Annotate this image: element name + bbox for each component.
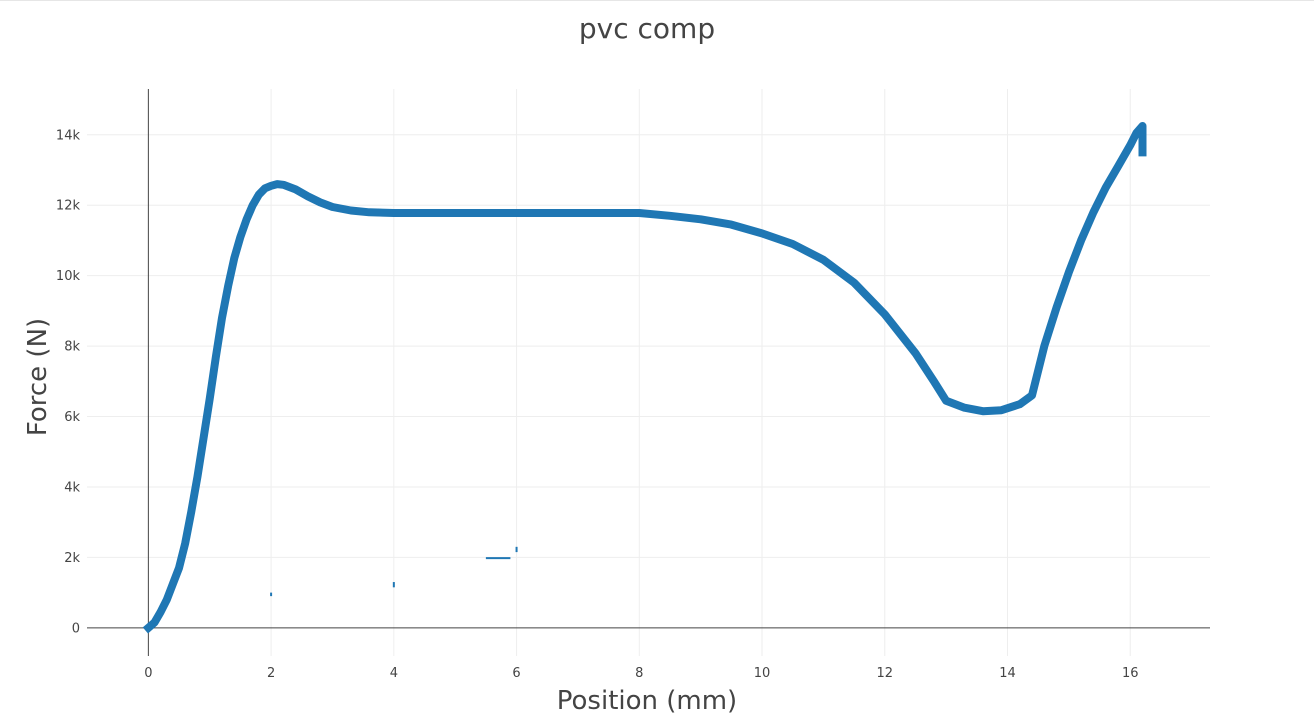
zero-lines xyxy=(87,89,1210,656)
y-tick-label: 10k xyxy=(56,269,81,284)
grid-layer xyxy=(87,89,1210,656)
y-tick-label: 0 xyxy=(72,621,80,636)
data-layer xyxy=(142,122,1147,634)
series-main-line xyxy=(142,122,1147,634)
tick-labels: 0 2 4 6 8 10 12 14 16 0 2k 4k 6k 8k 10k 12k 14k xyxy=(56,128,1139,681)
x-tick-label: 6 xyxy=(512,666,520,681)
x-tick-label: 2 xyxy=(267,666,275,681)
x-tick-label: 14 xyxy=(999,666,1016,681)
y-tick-label: 14k xyxy=(56,128,81,143)
y-tick-label: 2k xyxy=(64,551,80,566)
x-axis-title: Position (mm) xyxy=(557,686,737,715)
x-tick-label: 16 xyxy=(1122,666,1139,681)
x-tick-label: 8 xyxy=(635,666,643,681)
chart-title: pvc comp xyxy=(579,12,715,45)
y-tick-label: 12k xyxy=(56,199,81,214)
x-tick-label: 4 xyxy=(390,666,398,681)
x-tick-label: 12 xyxy=(876,666,893,681)
y-tick-label: 4k xyxy=(64,480,80,495)
y-tick-label: 6k xyxy=(64,410,80,425)
y-axis-title: Force (N) xyxy=(23,318,53,436)
x-tick-label: 0 xyxy=(144,666,152,681)
x-tick-label: 10 xyxy=(754,666,771,681)
y-tick-label: 8k xyxy=(64,340,80,355)
